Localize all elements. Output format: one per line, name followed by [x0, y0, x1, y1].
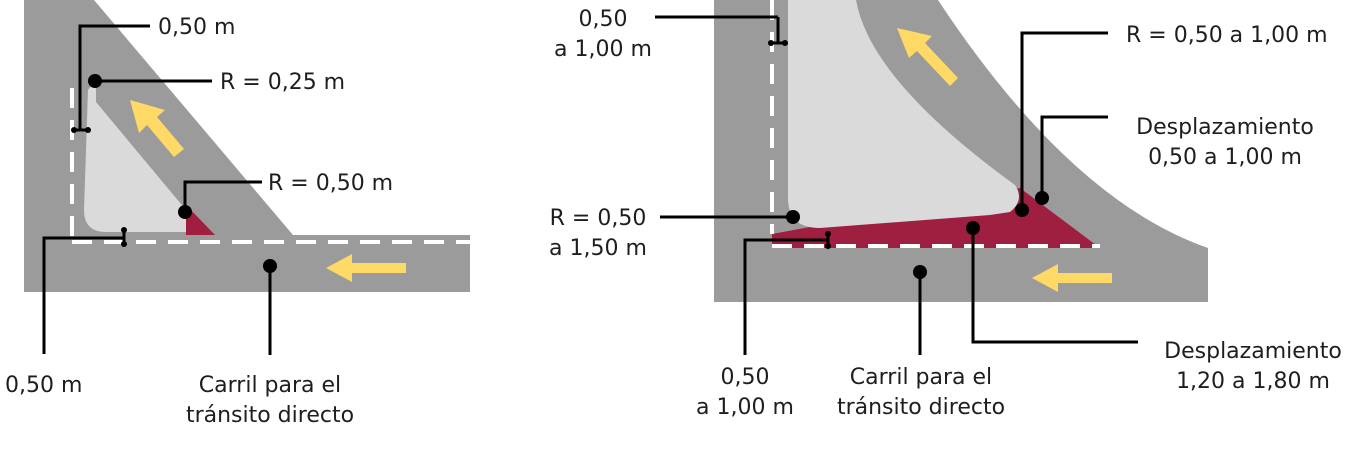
left-diagram: 0,50 m R = 0,25 m R = 0,50 m 0,50 m Carr…	[5, 0, 470, 428]
left-radius-corner-label: R = 0,50 m	[268, 171, 393, 196]
right-offset-bottom-label-line1: 0,50	[721, 365, 770, 390]
right-island	[788, 0, 1019, 228]
left-lane-label-line1: Carril para el	[199, 373, 341, 398]
right-shift-bottom-label-line1: Desplazamiento	[1164, 339, 1342, 364]
right-offset-top-label-line1: 0,50	[579, 7, 628, 32]
left-offset-top-label: 0,50 m	[158, 15, 235, 40]
right-shift-bottom-label-line2: 1,20 a 1,80 m	[1176, 369, 1330, 394]
right-radius-left-label-line2: a 1,50 m	[549, 236, 647, 261]
right-offset-top-label-line2: a 1,00 m	[554, 37, 652, 62]
right-shift-side-label-line1: Desplazamiento	[1136, 115, 1314, 140]
right-radius-left-label-line1: R = 0,50	[550, 206, 647, 231]
right-diagram: 0,50 a 1,00 m R = 0,50 a 1,00 m Desplaza…	[549, 0, 1342, 420]
right-shift-side-label-line2: 0,50 a 1,00 m	[1148, 145, 1302, 170]
left-offset-bottom-label: 0,50 m	[5, 373, 82, 398]
left-island	[84, 80, 186, 232]
left-offset-area	[186, 205, 215, 235]
left-lane-label-line2: tránsito directo	[186, 403, 354, 428]
right-offset-bottom-label-line2: a 1,00 m	[696, 395, 794, 420]
arrow-icon	[897, 28, 958, 86]
arrow-icon	[130, 100, 184, 157]
right-lane-label-line2: tránsito directo	[837, 395, 1005, 420]
arrow-icon	[326, 254, 406, 282]
left-radius-top-label: R = 0,25 m	[220, 70, 345, 95]
right-radius-corner-label: R = 0,50 a 1,00 m	[1126, 23, 1328, 48]
arrow-icon	[1032, 264, 1112, 292]
right-lane-label-line1: Carril para el	[850, 365, 992, 390]
